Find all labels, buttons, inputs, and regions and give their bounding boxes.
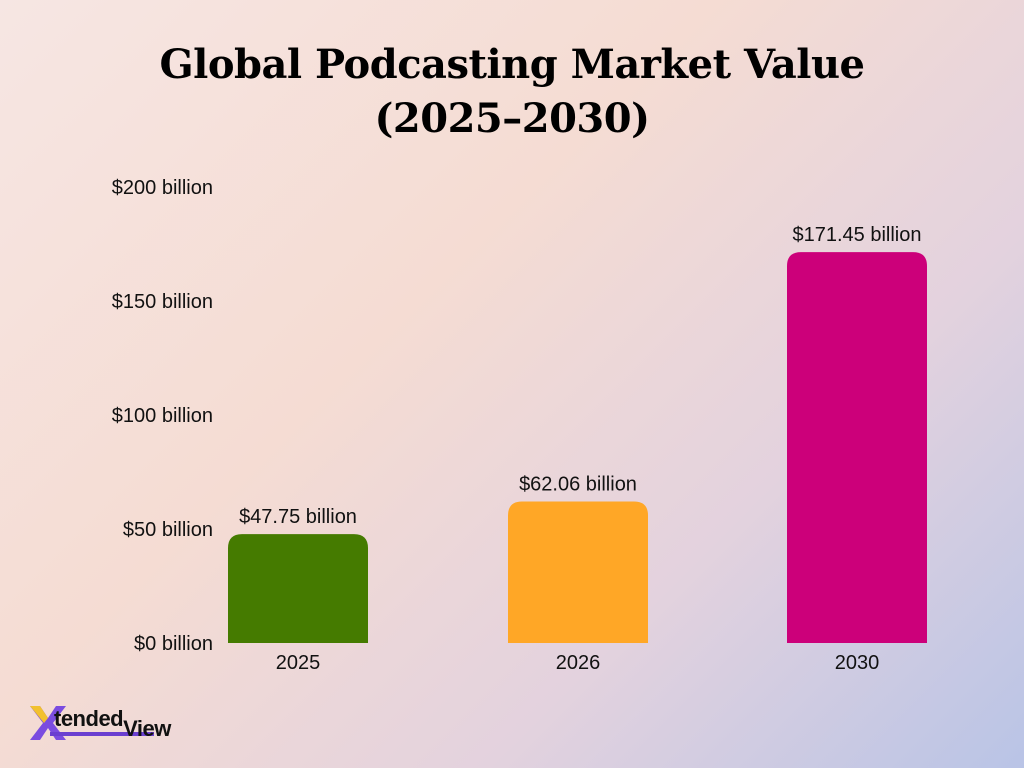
y-tick-label: $0 billion <box>134 633 213 655</box>
logo-text-view: View <box>123 716 171 741</box>
bar-2026 <box>508 501 648 643</box>
bar-2025 <box>228 534 368 643</box>
x-tick-label-2026: 2026 <box>556 652 601 674</box>
logo-text-main: tended <box>54 706 124 731</box>
logo-underline <box>50 732 154 736</box>
chart-title: Global Podcasting Market Value (2025–203… <box>0 38 1024 146</box>
data-label-2026: $62.06 billion <box>519 474 637 496</box>
xtendedview-logo: tendedView <box>28 702 228 742</box>
x-tick-label-2025: 2025 <box>276 652 321 674</box>
data-label-2025: $47.75 billion <box>239 506 357 528</box>
chart-title-line-1: Global Podcasting Market Value <box>159 41 865 88</box>
logo-wordmark: tendedView <box>54 706 171 741</box>
y-tick-label: $50 billion <box>123 519 213 541</box>
y-tick-label: $150 billion <box>112 291 213 313</box>
bar-2030 <box>787 252 927 643</box>
x-tick-label-2030: 2030 <box>835 652 880 674</box>
y-tick-label: $200 billion <box>112 177 213 199</box>
chart-title-line-2: (2025–2030) <box>374 95 650 142</box>
data-label-2030: $171.45 billion <box>793 224 922 246</box>
y-tick-label: $100 billion <box>112 405 213 427</box>
x-logo-icon <box>30 706 66 740</box>
